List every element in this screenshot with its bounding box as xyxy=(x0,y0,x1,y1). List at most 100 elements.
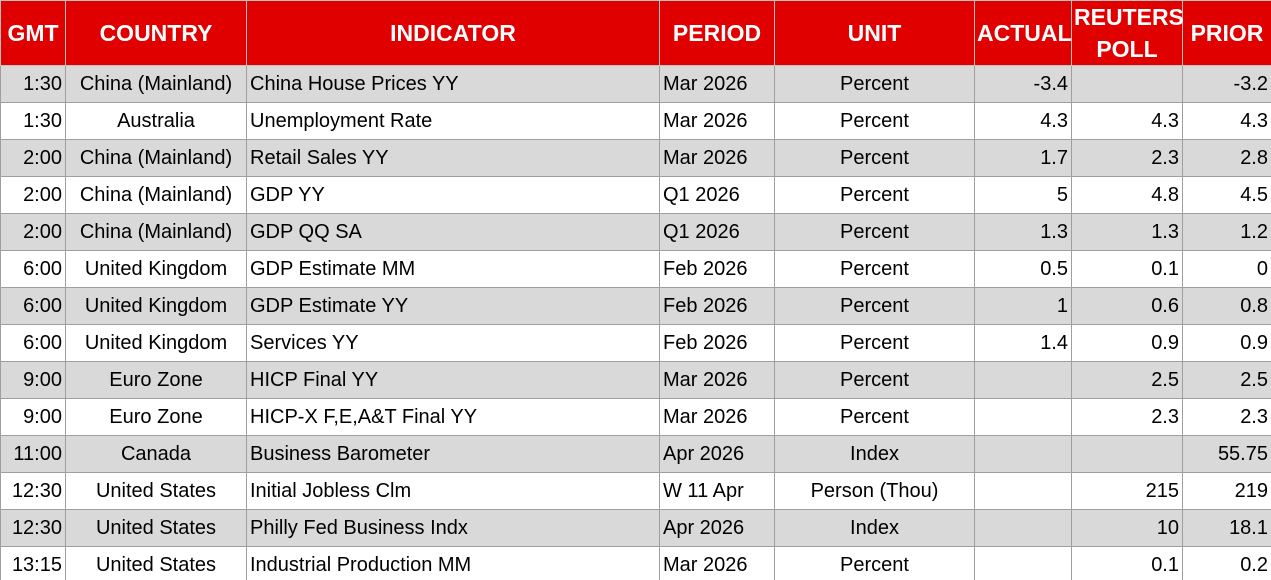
cell-indicator: GDP QQ SA xyxy=(246,213,660,251)
table-header: GMT COUNTRY INDICATOR PERIOD UNIT ACTUAL… xyxy=(0,0,1271,66)
cell-gmt: 6:00 xyxy=(0,287,66,325)
cell-prior: 18.1 xyxy=(1182,509,1271,547)
cell-prior: 0.2 xyxy=(1182,546,1271,580)
cell-country: United Kingdom xyxy=(65,250,247,288)
cell-reuters-poll: 0.1 xyxy=(1071,546,1183,580)
cell-gmt: 1:30 xyxy=(0,65,66,103)
cell-country: China (Mainland) xyxy=(65,213,247,251)
cell-prior: -3.2 xyxy=(1182,65,1271,103)
cell-gmt: 6:00 xyxy=(0,250,66,288)
cell-prior: 0.9 xyxy=(1182,324,1271,362)
table-row: 13:15 United States Industrial Production … xyxy=(0,546,1271,580)
cell-reuters-poll: 215 xyxy=(1071,472,1183,510)
header-poll-line2: POLL xyxy=(1096,36,1158,62)
table-row: 2:00 China (Mainland) GDP YY Q1 2026 Percent… xyxy=(0,176,1271,214)
table-row: 6:00 United Kingdom Services YY Feb 2026 Per… xyxy=(0,324,1271,362)
cell-unit: Percent xyxy=(774,287,975,325)
cell-country: United States xyxy=(65,472,247,510)
header-reuters-poll: REUTERS POLL xyxy=(1071,0,1184,66)
cell-period: Feb 2026 xyxy=(659,250,775,288)
cell-actual: 1.3 xyxy=(974,213,1072,251)
cell-country: United Kingdom xyxy=(65,324,247,362)
cell-period: Apr 2026 xyxy=(659,435,775,473)
cell-period: Apr 2026 xyxy=(659,509,775,547)
table-row: 12:30 United States Philly Fed Business In… xyxy=(0,509,1271,547)
cell-reuters-poll xyxy=(1071,435,1183,473)
cell-country: United States xyxy=(65,509,247,547)
cell-unit: Percent xyxy=(774,250,975,288)
cell-actual: 1.4 xyxy=(974,324,1072,362)
cell-prior: 2.8 xyxy=(1182,139,1271,177)
header-unit: UNIT xyxy=(774,0,975,66)
cell-country: Canada xyxy=(65,435,247,473)
cell-unit: Percent xyxy=(774,65,975,103)
cell-actual: 1.7 xyxy=(974,139,1072,177)
header-prior: PRIOR xyxy=(1182,0,1271,66)
header-period: PERIOD xyxy=(659,0,775,66)
cell-unit: Index xyxy=(774,435,975,473)
cell-period: Mar 2026 xyxy=(659,361,775,399)
cell-reuters-poll: 0.6 xyxy=(1071,287,1183,325)
cell-unit: Percent xyxy=(774,176,975,214)
cell-country: Australia xyxy=(65,102,247,140)
table-row: 2:00 China (Mainland) GDP QQ SA Q1 2026 Perc… xyxy=(0,213,1271,251)
table-row: 1:30 China (Mainland) China House Prices Y… xyxy=(0,65,1271,103)
cell-unit: Percent xyxy=(774,213,975,251)
cell-unit: Percent xyxy=(774,102,975,140)
cell-unit: Percent xyxy=(774,546,975,580)
cell-reuters-poll: 0.9 xyxy=(1071,324,1183,362)
cell-gmt: 2:00 xyxy=(0,176,66,214)
cell-gmt: 1:30 xyxy=(0,102,66,140)
cell-period: Mar 2026 xyxy=(659,102,775,140)
table-row: 6:00 United Kingdom GDP Estimate MM Feb 202… xyxy=(0,250,1271,288)
header-gmt: GMT xyxy=(0,0,66,66)
cell-period: Feb 2026 xyxy=(659,324,775,362)
table-row: 12:30 United States Initial Jobless Clm W 1… xyxy=(0,472,1271,510)
cell-actual: -3.4 xyxy=(974,65,1072,103)
cell-gmt: 9:00 xyxy=(0,398,66,436)
cell-indicator: Services YY xyxy=(246,324,660,362)
header-poll-line1: REUTERS xyxy=(1074,4,1184,30)
header-row: GMT COUNTRY INDICATOR PERIOD UNIT ACTUAL… xyxy=(0,0,1271,66)
cell-period: Mar 2026 xyxy=(659,546,775,580)
cell-indicator: HICP Final YY xyxy=(246,361,660,399)
cell-indicator: GDP YY xyxy=(246,176,660,214)
header-indicator: INDICATOR xyxy=(246,0,660,66)
cell-indicator: Initial Jobless Clm xyxy=(246,472,660,510)
cell-prior: 2.5 xyxy=(1182,361,1271,399)
cell-prior: 0 xyxy=(1182,250,1271,288)
cell-reuters-poll: 10 xyxy=(1071,509,1183,547)
cell-gmt: 12:30 xyxy=(0,472,66,510)
cell-period: Mar 2026 xyxy=(659,398,775,436)
cell-unit: Percent xyxy=(774,398,975,436)
cell-prior: 0.8 xyxy=(1182,287,1271,325)
table-row: 6:00 United Kingdom GDP Estimate YY Feb 202… xyxy=(0,287,1271,325)
cell-period: Q1 2026 xyxy=(659,213,775,251)
cell-period: Mar 2026 xyxy=(659,65,775,103)
cell-gmt: 12:30 xyxy=(0,509,66,547)
cell-prior: 1.2 xyxy=(1182,213,1271,251)
cell-indicator: Retail Sales YY xyxy=(246,139,660,177)
table-row: 11:00 Canada Business Barometer Apr 2026 Ind… xyxy=(0,435,1271,473)
cell-actual: 4.3 xyxy=(974,102,1072,140)
cell-actual xyxy=(974,509,1072,547)
cell-indicator: GDP Estimate MM xyxy=(246,250,660,288)
cell-gmt: 11:00 xyxy=(0,435,66,473)
cell-period: W 11 Apr xyxy=(659,472,775,510)
table-row: 2:00 China (Mainland) Retail Sales YY Mar 2… xyxy=(0,139,1271,177)
header-country: COUNTRY xyxy=(65,0,247,66)
cell-unit: Person (Thou) xyxy=(774,472,975,510)
cell-reuters-poll: 4.3 xyxy=(1071,102,1183,140)
cell-reuters-poll: 2.3 xyxy=(1071,139,1183,177)
cell-indicator: Philly Fed Business Indx xyxy=(246,509,660,547)
cell-indicator: Unemployment Rate xyxy=(246,102,660,140)
cell-indicator: HICP-X F,E,A&T Final YY xyxy=(246,398,660,436)
cell-indicator: Industrial Production MM xyxy=(246,546,660,580)
cell-unit: Percent xyxy=(774,361,975,399)
table-row: 9:00 Euro Zone HICP Final YY Mar 2026 Percen… xyxy=(0,361,1271,399)
cell-country: Euro Zone xyxy=(65,361,247,399)
cell-country: Euro Zone xyxy=(65,398,247,436)
cell-prior: 4.3 xyxy=(1182,102,1271,140)
table-row: 9:00 Euro Zone HICP-X F,E,A&T Final YY Mar … xyxy=(0,398,1271,436)
cell-unit: Percent xyxy=(774,139,975,177)
